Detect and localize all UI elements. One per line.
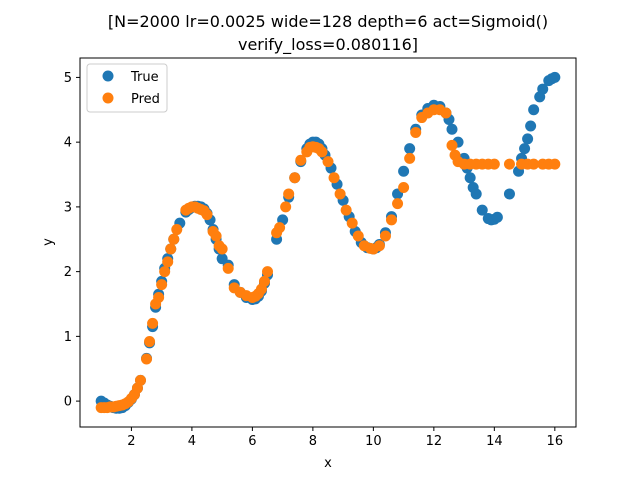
chart-title-line-1: [N=2000 lr=0.0025 wide=128 depth=6 act=S… [108,12,548,31]
data-point-pred [410,126,422,138]
data-point-pred [398,181,410,193]
data-point-true [404,143,416,155]
y-tick-label: 4 [64,136,72,151]
data-point-pred [144,336,156,348]
data-point-pred [216,243,228,255]
data-point-pred [340,204,352,216]
legend-label-true: True [130,70,159,85]
legend-marker-true [102,70,114,82]
data-point-pred [156,279,168,291]
data-point-true [476,204,488,216]
data-point-pred [274,222,286,234]
data-point-pred [503,158,515,170]
data-point-true [525,120,537,132]
data-point-pred [446,139,458,151]
data-point-pred [295,154,307,166]
x-axis: 2 4 6 8 10 12 14 16 [127,427,563,449]
data-point-pred [153,292,165,304]
x-axis-label: x [324,456,332,471]
data-point-pred [134,374,146,386]
data-point-true [491,211,503,223]
data-point-pred [322,156,334,168]
chart-title-line-2: verify_loss=0.080116] [238,35,418,55]
data-point-pred [201,209,213,221]
legend: True Pred [86,63,168,113]
y-tick-label: 1 [64,330,72,345]
y-tick-label: 5 [64,71,72,86]
data-point-pred [316,146,328,158]
data-point-true [549,71,561,83]
y-tick-label: 0 [64,395,72,410]
legend-label-pred: Pred [131,92,160,107]
data-point-pred [280,201,292,213]
plot-frame [79,57,577,428]
x-tick-label: 12 [426,434,443,449]
data-point-pred [328,172,340,184]
x-tick-label: 4 [188,434,196,449]
x-tick-label: 8 [309,434,317,449]
data-point-pred [346,217,358,229]
data-point-pred [147,317,159,329]
data-point-pred [258,275,270,287]
data-point-true [519,143,531,155]
x-tick-label: 6 [248,434,256,449]
y-tick-label: 2 [64,265,72,280]
data-point-pred [171,224,183,236]
data-point-pred [528,158,540,170]
data-point-pred [334,188,346,200]
data-point-true [503,188,515,200]
data-point-pred [488,158,500,170]
plot-area [79,57,577,428]
data-point-true [522,133,534,145]
y-tick-label: 3 [64,200,72,215]
data-point-true [528,104,540,116]
y-axis: 0 1 2 3 4 5 [64,71,80,410]
legend-marker-pred [102,92,114,104]
data-point-pred [262,266,274,278]
data-point-true [398,165,410,177]
plot-background [80,58,576,427]
data-point-true [537,83,549,95]
data-point-pred [159,266,171,278]
data-point-pred [141,353,153,365]
data-point-pred [162,256,174,268]
data-point-pred [165,243,177,255]
x-tick-label: 2 [127,434,135,449]
data-point-pred [289,172,301,184]
x-tick-label: 10 [365,434,382,449]
data-point-true [470,188,482,200]
data-point-pred [379,230,391,242]
data-point-pred [386,214,398,226]
y-axis-label: y [41,238,56,246]
data-point-pred [168,233,180,245]
x-tick-label: 14 [486,434,503,449]
data-point-pred [283,188,295,200]
data-point-pred [404,152,416,164]
data-point-pred [210,230,222,242]
data-point-pred [352,230,364,242]
data-point-pred [549,158,561,170]
data-point-pred [373,240,385,252]
x-tick-label: 16 [547,434,564,449]
data-point-true [446,123,458,135]
series-pred-points [95,104,561,414]
data-point-pred [440,107,452,119]
data-point-true [464,172,476,184]
data-point-pred [222,262,234,274]
data-point-pred [392,198,404,210]
